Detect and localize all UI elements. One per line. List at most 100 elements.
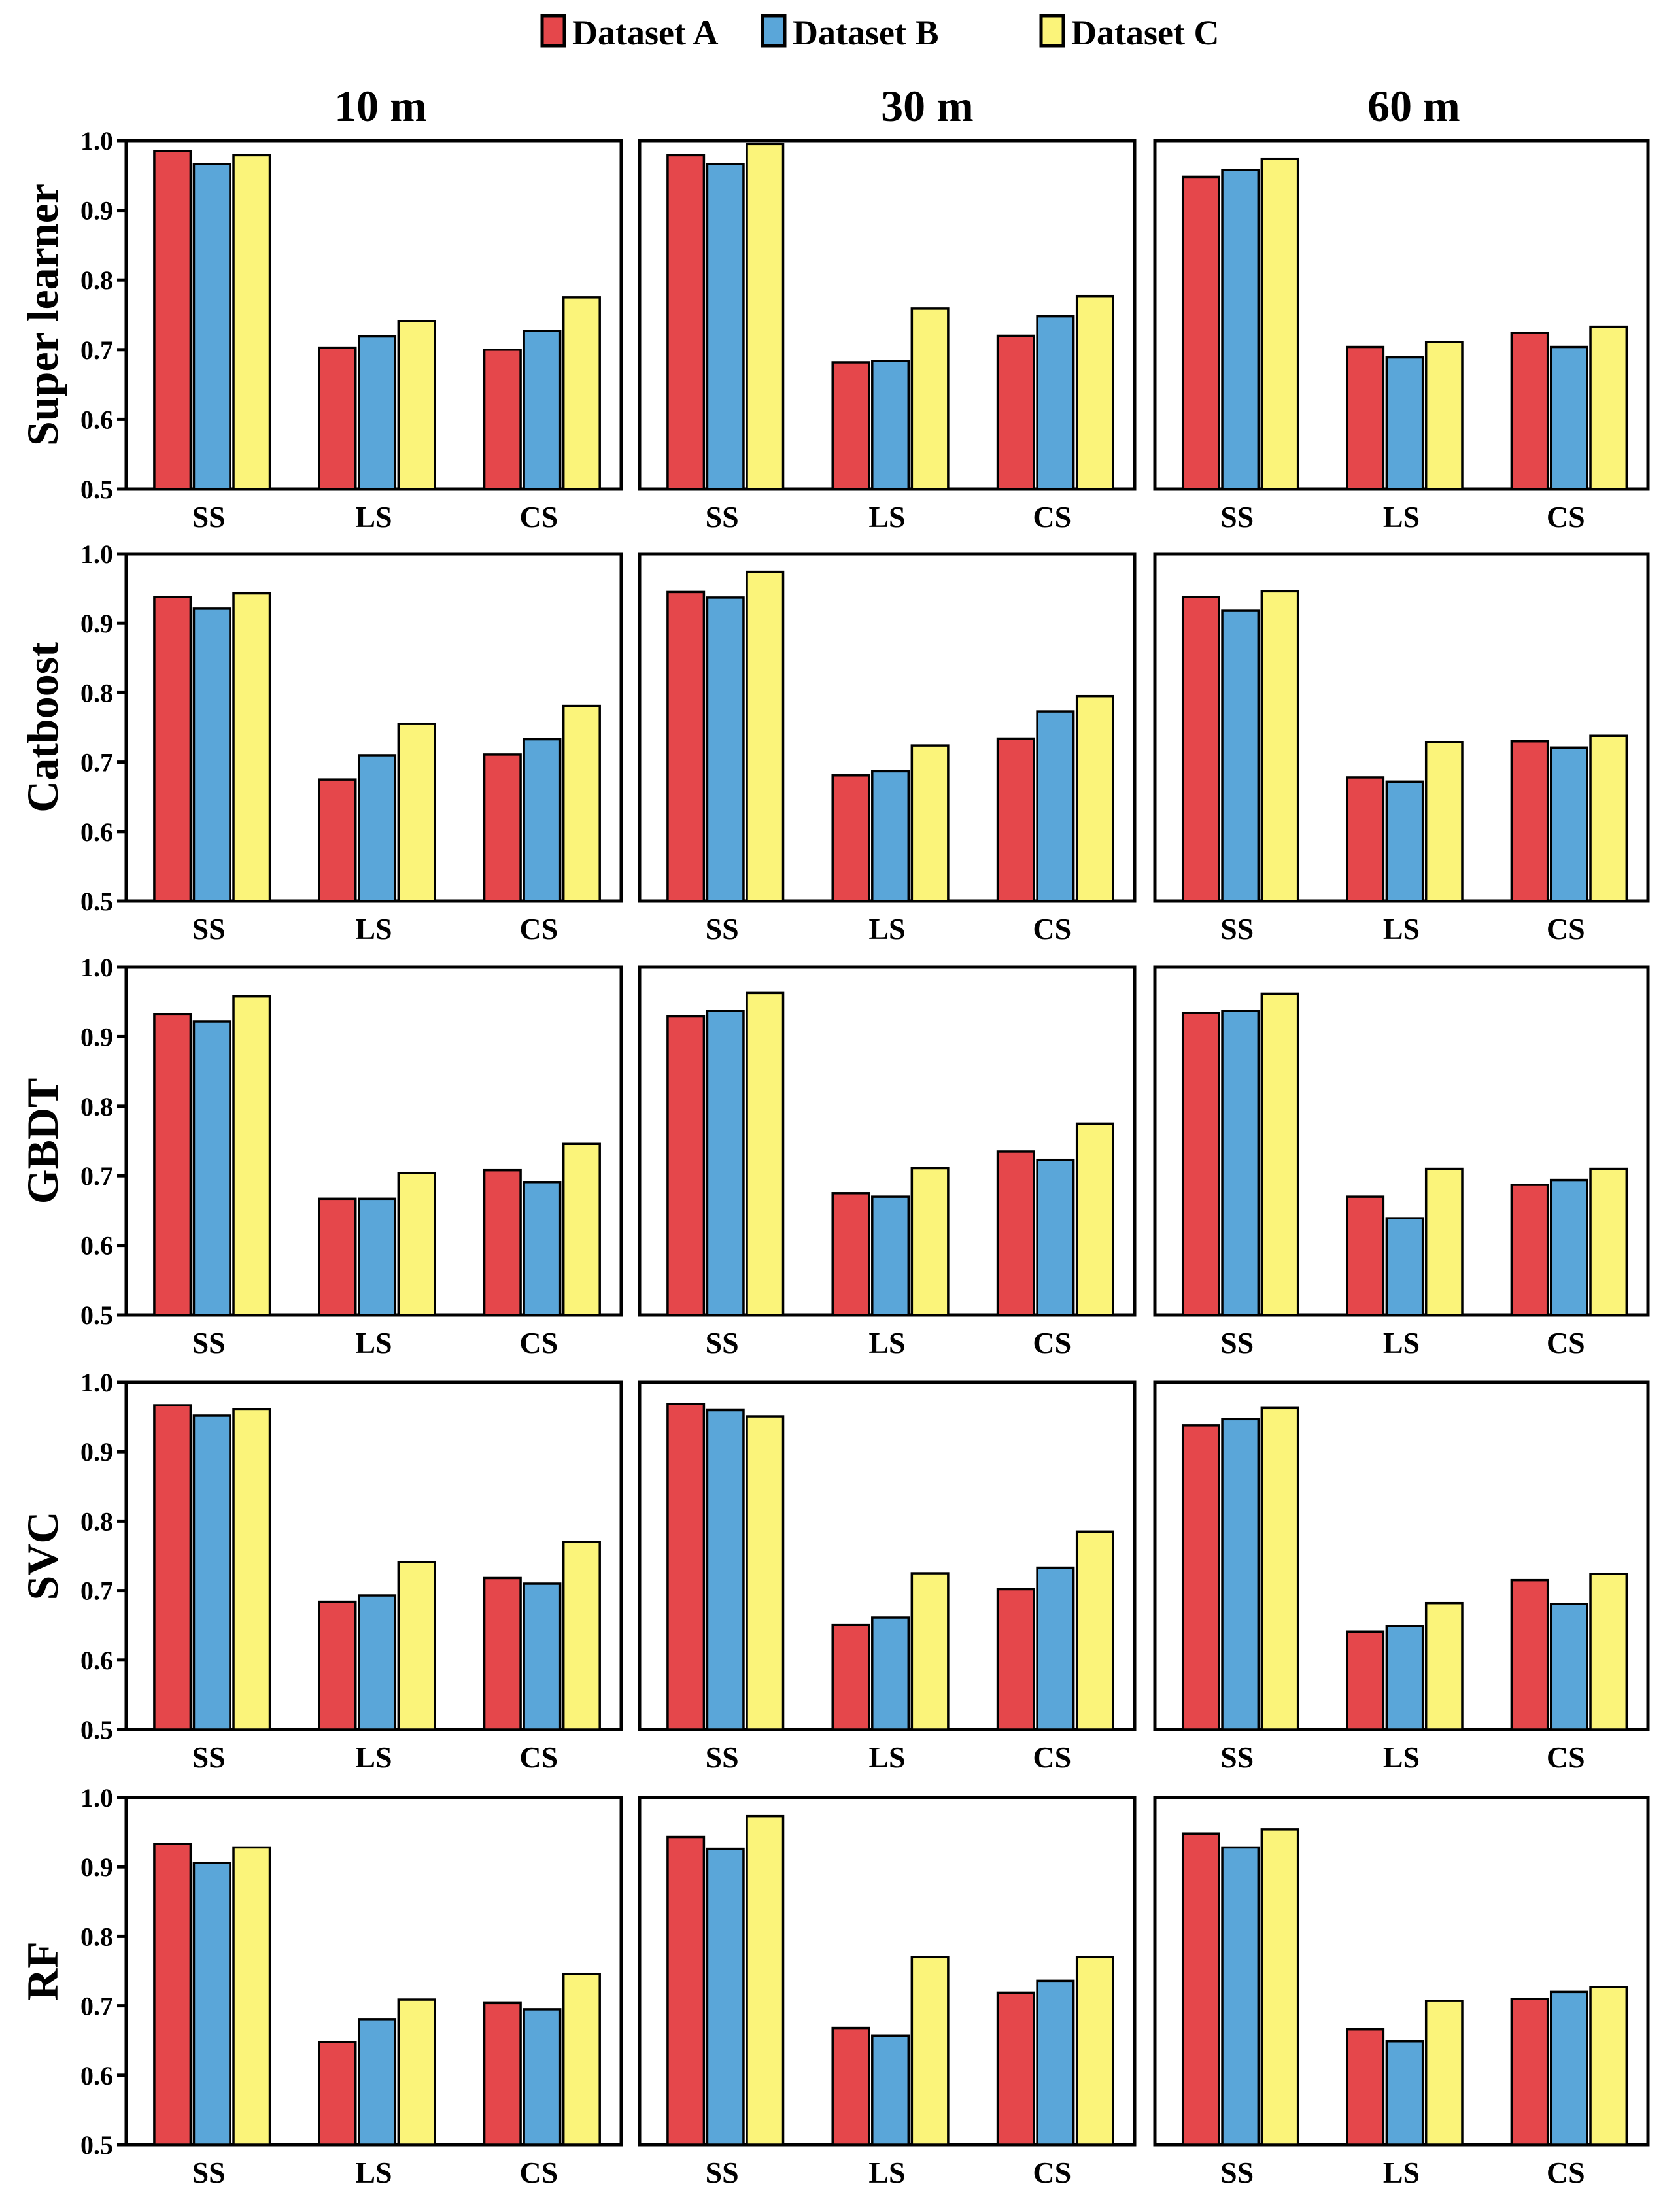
bar-dataset-a-ss (153, 1404, 192, 1731)
column-title-60-m: 60 m (1367, 81, 1460, 131)
bar-dataset-b-cs (1036, 1158, 1075, 1316)
bar-dataset-a-cs (1510, 1578, 1549, 1731)
bar-dataset-b-ls (358, 1594, 397, 1731)
x-tick-label-ss: SS (192, 912, 226, 945)
x-tick-label-ls: LS (1383, 1741, 1420, 1774)
bar-dataset-a-cs (996, 737, 1035, 902)
x-tick-label-cs: CS (1033, 1741, 1071, 1774)
bar-dataset-a-ls (318, 778, 357, 902)
legend-swatch-dataset-b (761, 14, 787, 48)
y-tick-label: 0.6 (80, 405, 113, 434)
bar-dataset-b-cs (1036, 1979, 1075, 2146)
bar-dataset-a-ss (153, 596, 192, 902)
x-tick-label-cs: CS (1547, 2156, 1585, 2189)
y-tick-label: 0.9 (80, 196, 113, 226)
x-tick-label-ss: SS (192, 1741, 226, 1774)
bar-dataset-a-ss (1181, 1832, 1220, 2146)
bar-dataset-c-cs (1075, 294, 1114, 490)
bar-dataset-b-ls (1385, 1217, 1424, 1316)
x-tick-label-ls: LS (868, 1326, 905, 1359)
y-tick-label: 0.6 (80, 2061, 113, 2090)
y-tick-label: 0.7 (80, 1992, 113, 2021)
y-tick-label: 1.0 (80, 1783, 113, 1813)
legend-label-dataset-c: Dataset C (1071, 13, 1219, 52)
bar-dataset-a-ss (1181, 596, 1220, 902)
bar-dataset-b-ss (1221, 1010, 1260, 1316)
bar-dataset-c-ss (1260, 590, 1299, 902)
panel-gbdt-30-m: SS LS CS (638, 965, 1137, 1359)
bar-dataset-b-ls (1385, 2040, 1424, 2146)
bar-dataset-a-cs (483, 753, 522, 902)
bar-dataset-b-cs (523, 2008, 562, 2146)
bar-dataset-a-cs (996, 1991, 1035, 2146)
bar-dataset-b-ls (1385, 1625, 1424, 1731)
bar-dataset-c-ls (910, 307, 950, 490)
bar-dataset-a-ls (831, 1623, 870, 1731)
bar-dataset-a-cs (1510, 740, 1549, 902)
y-tick-label: 0.5 (80, 1301, 113, 1330)
bar-dataset-b-cs (523, 1181, 562, 1316)
bar-dataset-c-cs (1075, 1122, 1114, 1316)
x-tick-label-cs: CS (1547, 500, 1585, 534)
bar-dataset-b-ss (1221, 1418, 1260, 1731)
x-tick-label-ls: LS (1383, 2156, 1420, 2189)
y-tick-label: 1.0 (80, 126, 113, 156)
y-tick-label: 0.7 (80, 1161, 113, 1191)
bar-dataset-a-cs (1510, 1998, 1549, 2146)
bar-dataset-a-ss (666, 590, 706, 902)
bar-dataset-a-ss (153, 1013, 192, 1316)
bar-dataset-b-ls (871, 1616, 910, 1731)
bar-dataset-c-ls (397, 1998, 436, 2146)
bar-dataset-b-cs (523, 330, 562, 490)
bar-dataset-c-ss (1260, 992, 1299, 1316)
bar-dataset-b-ss (1221, 169, 1260, 490)
panel-rf-10-m: 0.5 0.6 0.7 0.8 0.9 1.0 SS LS CS (80, 1783, 623, 2189)
bar-dataset-b-ss (192, 607, 231, 902)
bar-dataset-b-ss (1221, 609, 1260, 902)
legend-swatch-dataset-c (1039, 14, 1065, 48)
bar-dataset-a-ss (1181, 175, 1220, 490)
bar-dataset-a-ls (318, 2041, 357, 2146)
bar-dataset-b-cs (1549, 1178, 1588, 1316)
legend-label-dataset-a: Dataset A (572, 13, 718, 52)
bar-dataset-b-cs (523, 1582, 562, 1731)
panel-rf-30-m: SS LS CS (638, 1796, 1137, 2189)
bar-dataset-b-ss (706, 596, 745, 902)
panel-super-learner-10-m: 0.5 0.6 0.7 0.8 0.9 1.0 SS LS CS (80, 126, 623, 534)
x-tick-label-ss: SS (706, 1326, 739, 1359)
y-tick-label: 0.8 (80, 678, 113, 707)
y-tick-label: 0.9 (80, 1022, 113, 1051)
y-tick-label: 0.5 (80, 475, 113, 504)
bar-dataset-a-ls (318, 1600, 357, 1731)
bar-dataset-c-ls (910, 1956, 950, 2146)
bar-dataset-a-ls (318, 346, 357, 490)
panel-catboost-10-m: 0.5 0.6 0.7 0.8 0.9 1.0 SS LS CS (80, 539, 623, 945)
bar-dataset-c-cs (562, 1972, 601, 2146)
bar-dataset-c-ss (1260, 1406, 1299, 1731)
bar-dataset-c-cs (562, 1142, 601, 1316)
x-tick-label-cs: CS (1033, 2156, 1071, 2189)
legend-swatch-dataset-a (540, 14, 566, 48)
x-tick-label-ls: LS (868, 2156, 905, 2189)
bar-dataset-a-ss (666, 154, 706, 490)
bar-dataset-b-ss (706, 163, 745, 490)
bar-dataset-c-ss (1260, 1828, 1299, 2146)
panel-gbdt-60-m: SS LS CS (1153, 965, 1650, 1359)
bar-dataset-c-cs (1075, 1956, 1114, 2146)
row-title-gbdt: GBDT (18, 1078, 67, 1204)
bar-dataset-b-ss (192, 1862, 231, 2146)
bar-dataset-a-ls (318, 1197, 357, 1316)
bar-dataset-b-ls (1385, 780, 1424, 902)
x-tick-label-ss: SS (1220, 1741, 1254, 1774)
y-tick-label: 1.0 (80, 539, 113, 569)
x-tick-label-ls: LS (1383, 500, 1420, 534)
bar-dataset-c-ls (910, 744, 950, 902)
bar-dataset-b-ls (358, 754, 397, 902)
bar-dataset-b-ls (358, 335, 397, 490)
x-tick-label-ls: LS (355, 1326, 392, 1359)
panel-rf-60-m: SS LS CS (1153, 1796, 1650, 2189)
x-tick-label-cs: CS (1547, 1326, 1585, 1359)
bar-dataset-b-ls (871, 1195, 910, 1316)
bar-dataset-c-ss (1260, 157, 1299, 490)
